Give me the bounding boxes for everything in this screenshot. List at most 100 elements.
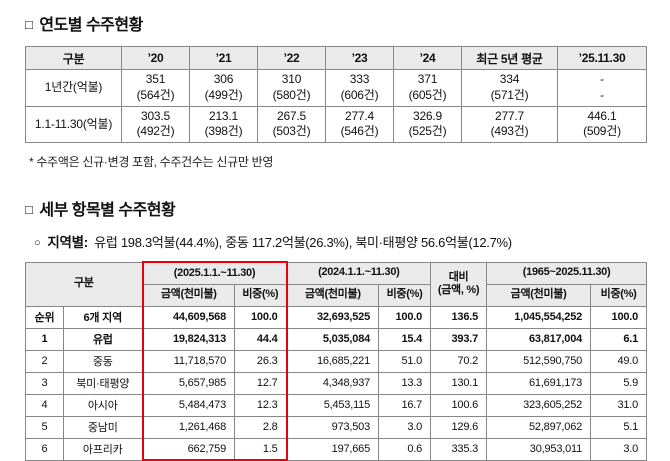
- annual-col-header: 구분: [25, 46, 122, 70]
- region-cell: 중동: [62, 349, 144, 373]
- amount-total-cell: 323,605,252: [486, 393, 592, 417]
- share-total-cell: 31.0: [590, 393, 648, 417]
- amount-2025-subheader: 금액(천미불): [141, 283, 236, 307]
- period-2024-header: (2024.1.1.~11.30): [286, 261, 432, 285]
- section-title-detail-text: 세부 항목별 수주현황: [39, 202, 176, 220]
- annual-value-cell: 306 (499건): [189, 69, 258, 107]
- amount-2025-cell: 11,718,570: [141, 349, 236, 373]
- annual-value-cell: 351 (564건): [121, 69, 190, 107]
- square-bullet-icon: □: [25, 17, 33, 32]
- amount-2025-cell: 5,484,473: [141, 393, 236, 417]
- annual-row-label: 1년간(억불): [25, 69, 122, 107]
- period-total-header: (1965~2025.11.30): [486, 261, 648, 285]
- amount-total-subheader: 금액(천미불): [486, 283, 592, 307]
- region-summary-label: 지역별:: [47, 235, 88, 251]
- amount-2024-cell: 5,035,084: [286, 327, 380, 351]
- annual-value-cell: 213.1 (398건): [189, 105, 258, 144]
- amount-total-cell: 30,953,011: [486, 437, 592, 461]
- circle-bullet-icon: ○: [34, 237, 41, 250]
- region-data-row: 3 북미·태평양 5,657,985 12.7 4,348,937 13.3 130.1 61…: [25, 371, 648, 395]
- rank-cell: 3: [25, 371, 64, 395]
- share-2024-cell: 51.0: [378, 349, 432, 373]
- share-2025-cell: 44.4: [234, 327, 288, 351]
- region-cell: 아프리카: [62, 437, 144, 461]
- annual-col-header: ’21: [189, 46, 258, 70]
- share-2024-cell: 3.0: [378, 415, 432, 439]
- share-2025-cell: 26.3: [234, 349, 288, 373]
- annual-value-cell: 277.4 (546건): [325, 105, 394, 144]
- region-table-header-row1: 구분 (2025.1.1.~11.30) (2024.1.1.~11.30) 대…: [24, 261, 648, 307]
- region-summary-text: 유럽 198.3억불(44.4%), 중동 117.2억불(26.3%), 북미…: [94, 235, 512, 251]
- annual-value-cell: 310 (580건): [257, 69, 326, 107]
- amount-total-cell: 52,897,062: [486, 415, 592, 439]
- annual-value-cell: 303.5 (492건): [121, 105, 190, 144]
- amount-2024-cell: 197,665: [286, 437, 380, 461]
- share-2024-cell: 100.0: [378, 305, 432, 329]
- amount-2025-cell: 5,657,985: [141, 371, 236, 395]
- annual-value-cell: 446.1 (509건): [557, 105, 647, 144]
- rank-cell: 2: [25, 349, 64, 373]
- amount-2025-cell: 19,824,313: [141, 327, 236, 351]
- region-data-row: 5 중남미 1,261,468 2.8 973,503 3.0 129.6 52,897,06…: [25, 415, 648, 439]
- annual-col-header: 최근 5년 평균: [461, 46, 558, 70]
- amount-2025-cell: 662,759: [141, 437, 236, 461]
- amount-2025-cell: 1,261,468: [141, 415, 236, 439]
- annual-value-cell: 334 (571건): [461, 69, 558, 107]
- annual-value-cell: --: [557, 69, 647, 107]
- period-2025-header: (2025.1.1.~11.30): [141, 261, 288, 285]
- share-total-cell: 100.0: [590, 305, 648, 329]
- amount-2024-cell: 32,693,525: [286, 305, 380, 329]
- amount-2025-cell: 44,609,568: [141, 305, 236, 329]
- share-2024-cell: 15.4: [378, 327, 432, 351]
- annual-col-header: ’25.11.30: [557, 46, 647, 70]
- section-title-annual: □ 연도별 수주현황: [25, 11, 670, 35]
- region-cell: 아시아: [62, 393, 144, 417]
- share-total-cell: 5.9: [590, 371, 648, 395]
- rank-cell: 6: [25, 437, 64, 461]
- amount-2024-cell: 4,348,937: [286, 371, 380, 395]
- share-total-cell: 5.1: [590, 415, 648, 439]
- section-title-detail: □ 세부 항목별 수주현황: [25, 196, 670, 220]
- annual-value-cell: 267.5 (503건): [257, 105, 326, 144]
- region-cell: 유럽: [62, 327, 144, 351]
- amount-2024-subheader: 금액(천미불): [286, 283, 380, 307]
- region-orders-table: 구분 (2025.1.1.~11.30) (2024.1.1.~11.30) 대…: [24, 261, 648, 461]
- annual-col-header: ’22: [257, 46, 326, 70]
- share-2025-cell: 2.8: [234, 415, 288, 439]
- ratio-cell: 129.6: [430, 415, 488, 439]
- ratio-cell: 70.2: [430, 349, 488, 373]
- region-cell: 6개 지역: [62, 305, 144, 329]
- share-2024-cell: 13.3: [378, 371, 432, 395]
- section-title-annual-text: 연도별 수주현황: [39, 17, 143, 34]
- region-data-row: 4 아시아 5,484,473 12.3 5,453,115 16.7 100.6 323,6…: [25, 393, 648, 417]
- amount-2024-cell: 16,685,221: [286, 349, 380, 373]
- amount-total-cell: 61,691,173: [486, 371, 592, 395]
- annual-orders-table: 구분 ’20’21’22’23’24 최근 5년 평균 ’25.11.30 1년간(억…: [25, 46, 647, 144]
- section-divider-space: [25, 170, 670, 196]
- footnote: * 수주액은 신규·변경 포함, 수주건수는 신규만 반영: [29, 155, 274, 170]
- region-table-header-row2: 금액(천미불) 비중(%) 금액(천미불) 비중(%) 금액(천미불) 비중(%…: [26, 283, 648, 307]
- annual-row-label: 1.1-11.30(억불): [25, 105, 122, 144]
- rank-cell: 1: [25, 327, 64, 351]
- region-data-row: 1 유럽 19,824,313 44.4 5,035,084 15.4 393.7 63,81…: [25, 327, 648, 351]
- annual-col-header: ’23: [325, 46, 394, 70]
- share-total-cell: 3.0: [590, 437, 648, 461]
- rank-cell: 5: [25, 415, 64, 439]
- ratio-header-line2: (금액, %): [437, 284, 480, 297]
- annual-col-header: ’20: [121, 46, 190, 70]
- region-data-row: 6 아프리카 662,759 1.5 197,665 0.6 335.3 30,953,011…: [25, 437, 648, 461]
- ratio-cell: 130.1: [430, 371, 488, 395]
- ratio-cell: 335.3: [430, 437, 488, 461]
- share-2025-cell: 100.0: [234, 305, 288, 329]
- annual-data-row: 1.1-11.30(억불) 303.5 (492건) 213.1 (398건) 267.5…: [25, 105, 647, 144]
- amount-2024-cell: 5,453,115: [286, 393, 380, 417]
- share-total-subheader: 비중(%): [590, 283, 648, 307]
- region-cell: 북미·태평양: [62, 371, 144, 395]
- amount-2024-cell: 973,503: [286, 415, 380, 439]
- annual-data-row: 1년간(억불) 351 (564건) 306 (499건) 310 (580건) 333 (60…: [25, 69, 647, 107]
- ratio-header-line1: 대비: [448, 270, 469, 283]
- ratio-cell: 393.7: [430, 327, 488, 351]
- share-total-cell: 6.1: [590, 327, 648, 351]
- gubun-header: 구분: [24, 261, 144, 307]
- amount-total-cell: 1,045,554,252: [486, 305, 592, 329]
